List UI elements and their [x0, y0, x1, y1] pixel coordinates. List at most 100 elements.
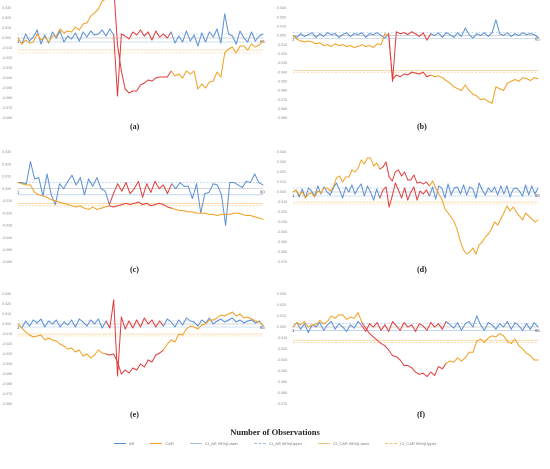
panel-d-ar-segment	[379, 189, 384, 199]
panel-b-car-segment	[472, 93, 478, 97]
panel-d-ar-segment	[428, 186, 434, 197]
panel-a-ar-segment	[32, 29, 38, 38]
panel-d-car-segment	[428, 180, 434, 187]
chart-panel-f: 0.030 0.020 0.010 0.000 -0.010 -0.020 -0.030 -0…	[277, 292, 540, 406]
panel-d-car-segment	[494, 221, 499, 226]
panel-c-ytick-label: -0.050	[2, 248, 12, 252]
panel-b-ar-segment	[510, 33, 516, 37]
panel-e-ytick-label: -0.030	[2, 352, 12, 356]
panel-a-car-segment	[25, 39, 30, 44]
panel-e-car-segment	[247, 316, 253, 320]
panel-b-ytick-label: 0.000	[277, 34, 286, 38]
panel-b-ar-segment	[319, 33, 325, 37]
panel-e-ar-segment	[51, 319, 57, 325]
panel-f-ar-segment	[407, 324, 413, 328]
panel-e-ar-segment	[120, 316, 126, 330]
panel-e-car-segment	[147, 359, 153, 363]
panel-d-car-segment	[326, 187, 331, 192]
panel-f-ar-segment	[449, 324, 455, 329]
panel-a-ytick-label: -0.030	[2, 66, 12, 70]
panel-b-car-segment	[499, 88, 505, 91]
panel-a-ar-segment	[113, 34, 119, 97]
panel-a-ar-segment	[231, 35, 237, 45]
panel-f-car-segment	[434, 366, 439, 376]
panel-d-car-segment	[459, 241, 465, 251]
panel-c-ar-segment	[212, 183, 218, 186]
panel-a-ar-segment	[258, 33, 264, 37]
panel-d-car-segment	[351, 169, 356, 173]
panel-d-car-segment	[329, 186, 334, 192]
panel-e-ar-segment	[174, 319, 180, 328]
panel-d-car-segment	[370, 157, 375, 167]
panel-b-car-segment	[526, 78, 531, 81]
panel-d-car-segment	[515, 211, 520, 217]
panel-c-ar-segment	[108, 193, 115, 206]
panel-a-ytick-label: 0.030	[2, 6, 11, 10]
panel-f-ar-segment	[296, 322, 302, 330]
legend-swatch-ci-car-lower	[318, 443, 331, 444]
panel-a-car-segment	[94, 8, 99, 14]
panel-e-ar-segment	[117, 316, 122, 377]
panel-d-car-segment	[500, 212, 505, 220]
panel-b-ar-segment	[468, 34, 474, 39]
panel-c-car-segment	[137, 201, 144, 206]
panel-f-ar-segment	[411, 324, 416, 332]
panel-c-ar-segment	[129, 188, 135, 195]
panel-b-car-segment	[303, 40, 309, 43]
panel-d-car-segment	[373, 162, 378, 167]
panel-d-car-segment	[447, 212, 452, 218]
panel-b-ar-segment	[334, 33, 340, 38]
panel-f-car-segment	[407, 365, 413, 369]
panel-a-car-segment	[166, 70, 172, 78]
panel-f-car-segment	[395, 356, 401, 361]
panel-a-car-segment	[193, 70, 199, 90]
panel-caption-f: (f)	[417, 410, 425, 419]
panel-c-x-end-label: 60	[260, 190, 265, 195]
panel-a-ar-segment	[105, 28, 111, 37]
panel-e-ytick-label: 0.000	[2, 322, 11, 326]
panel-d-car-segment	[453, 221, 458, 231]
panel-c-ar-segment	[71, 174, 77, 186]
panel-b-car-segment	[449, 82, 455, 88]
legend-label-ci-ar-lower: CI_AR 95%(Lower	[204, 441, 238, 446]
panel-b-ar-segment	[353, 33, 359, 36]
panel-a-ar-segment	[59, 30, 65, 43]
panel-b-car-segment	[338, 44, 344, 47]
panel-f-ar-segment	[315, 322, 321, 328]
panel-e-car-segment	[231, 311, 237, 317]
panel-e-ar-segment	[74, 318, 80, 328]
panel-e-car-segment	[182, 328, 187, 336]
panel-a-ar-segment	[254, 35, 260, 42]
panel-e-car-segment	[101, 352, 107, 355]
panel-b-car-segment	[480, 98, 485, 101]
panel-c-ar-segment	[220, 194, 227, 226]
panel-f-ytick-label: -0.040	[277, 369, 287, 373]
panel-d-car-segment	[397, 169, 403, 177]
panel-c-ar-segment	[150, 180, 156, 193]
panel-d-ar-segment	[456, 186, 461, 195]
panel-f-car-segment	[357, 312, 363, 324]
panel-f-ytick-label: 0.000	[277, 325, 286, 329]
panel-c-ar-segment	[75, 177, 81, 186]
panel-b-car-segment	[514, 79, 520, 82]
panel-e-car-segment	[216, 314, 222, 319]
panel-b-ar-segment	[369, 33, 374, 36]
panel-d-car-segment	[342, 176, 347, 183]
panel-e-car-segment	[97, 349, 103, 354]
panel-d-car-segment	[301, 191, 306, 199]
panel-f-ar-segment	[415, 323, 420, 332]
panel-e-car-segment	[63, 345, 69, 350]
panel-e-ar-segment	[228, 317, 233, 321]
panel-b-ar-segment	[296, 33, 302, 38]
panel-a-car-segment	[114, 0, 119, 46]
panel-c-ar-segment	[125, 182, 131, 195]
panel-c-ytick-label: -0.010	[2, 199, 12, 203]
panel-b-ar-segment	[460, 27, 466, 37]
panel-d-ytick-label: -0.010	[277, 200, 287, 204]
panel-c-ar-segment	[250, 173, 256, 184]
panel-d-ytick-label: -0.050	[277, 240, 287, 244]
panel-a-car-segment	[197, 83, 203, 90]
panel-e-car-segment	[36, 334, 42, 337]
panel-f-car-segment	[430, 371, 436, 376]
panel-e-ar-segment	[113, 299, 119, 377]
